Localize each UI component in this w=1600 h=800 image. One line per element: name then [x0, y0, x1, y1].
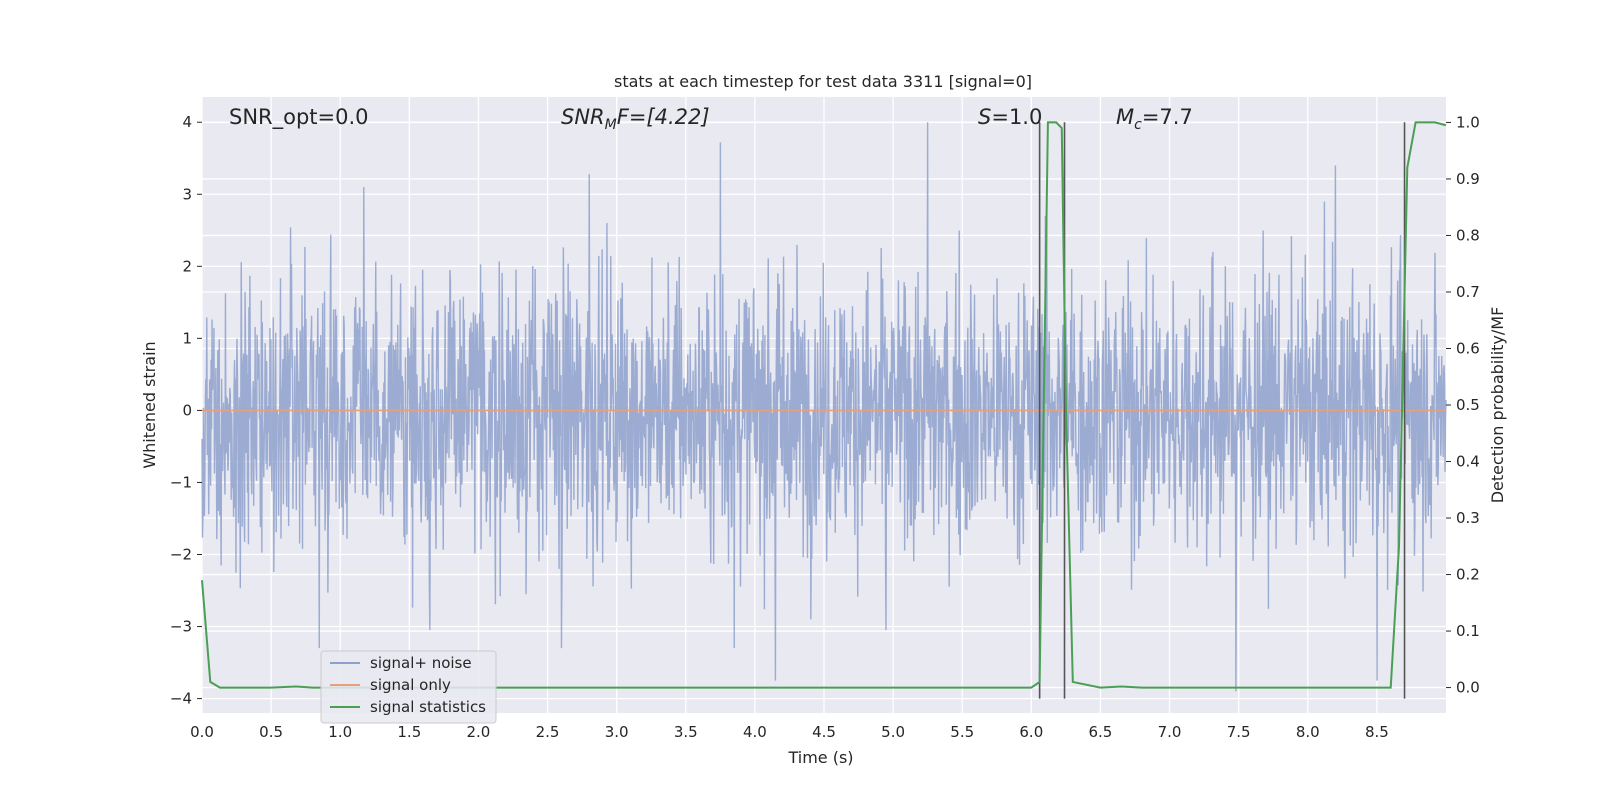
- annotation-mc-sub: c: [1134, 117, 1142, 133]
- x-tick-label: 7.5: [1227, 723, 1251, 741]
- y2-tick-label: 0.2: [1456, 566, 1480, 584]
- y2-tick-label: 0.5: [1456, 396, 1480, 414]
- x-tick-label: 6.0: [1019, 723, 1043, 741]
- annotation-snr-mf-sub: M: [605, 117, 617, 133]
- legend-label-signal-statistics: signal statistics: [370, 698, 486, 716]
- y2-tick-label: 0.8: [1456, 226, 1480, 244]
- y2-tick-label: 0.9: [1456, 170, 1480, 188]
- y2-tick-label: 0.3: [1456, 509, 1480, 527]
- annotation-mc-main: M: [1116, 105, 1134, 129]
- x-tick-label: 1.5: [397, 723, 421, 741]
- x-tick-label: 5.5: [950, 723, 974, 741]
- legend-label-signal-only: signal only: [370, 676, 451, 694]
- signal-statistics-series: [201, 121, 1447, 689]
- y2-tick-label: 0.1: [1456, 622, 1480, 640]
- y-tick-label: 0: [182, 401, 192, 419]
- annotation-s: S=1.0: [978, 105, 1042, 129]
- x-tick-label: 5.0: [881, 723, 905, 741]
- y2-axis-label: Detection probability/MF: [1488, 307, 1507, 504]
- x-tick-label: 3.0: [605, 723, 629, 741]
- x-tick-label: 8.0: [1296, 723, 1320, 741]
- legend-label-signal-noise: signal+ noise: [370, 654, 472, 672]
- x-tick-label: 0.5: [259, 723, 283, 741]
- x-tick-label: 8.5: [1365, 723, 1389, 741]
- annotation-snr-mf-rest: F=[4.22]: [617, 105, 710, 129]
- x-tick-label: 0.0: [190, 723, 214, 741]
- x-tick-label: 6.5: [1089, 723, 1113, 741]
- y2-tick-label: 0.7: [1456, 283, 1480, 301]
- annotation-mc-value: =7.7: [1142, 105, 1193, 129]
- y2-tick-label: 0.6: [1456, 339, 1480, 357]
- x-tick-label: 2.5: [536, 723, 560, 741]
- y-tick-label: −4: [170, 690, 192, 708]
- x-tick-label: 1.0: [328, 723, 352, 741]
- y2-tick-label: 1.0: [1456, 113, 1480, 131]
- y-tick-label: −2: [170, 545, 192, 563]
- x-axis-label: Time (s): [787, 748, 853, 767]
- y-axis-label: Whitened strain: [140, 341, 159, 468]
- x-tick-label: 7.0: [1158, 723, 1182, 741]
- y-tick-label: 2: [182, 257, 192, 275]
- legend: signal+ noise signal only signal statist…: [320, 650, 497, 724]
- annotation-snr-opt: SNR_opt=0.0: [229, 105, 369, 130]
- annotation-s-value: =1.0: [991, 105, 1042, 129]
- legend-box: [320, 650, 497, 724]
- chart-title: stats at each timestep for test data 331…: [614, 72, 1032, 91]
- x-tick-label: 3.5: [674, 723, 698, 741]
- y-tick-label: 1: [182, 329, 192, 347]
- y-tick-label: 3: [182, 185, 192, 203]
- x-tick-label: 2.0: [467, 723, 491, 741]
- y-tick-label: −1: [170, 473, 192, 491]
- y-tick-label: 4: [182, 113, 192, 131]
- y2-tick-label: 0.0: [1456, 679, 1480, 697]
- x-tick-label: 4.0: [743, 723, 767, 741]
- annotation-snr-mf-main: SNR: [561, 105, 605, 129]
- tick-labels: 0.0 0.5 1.0 1.5 2.0 2.5 3.0 3.5 4.0 4.5 5.0 5.5 6.0 6…: [170, 113, 1480, 741]
- vertical-markers: [1038, 122, 1406, 699]
- y-tick-label: −3: [170, 618, 192, 636]
- annotation-s-label: S: [978, 105, 991, 129]
- y2-tick-label: 0.4: [1456, 453, 1480, 471]
- annotation-snr-mf: SNRMF=[4.22]: [561, 105, 710, 133]
- annotation-mc: Mc=7.7: [1116, 105, 1193, 133]
- x-tick-label: 4.5: [812, 723, 836, 741]
- signal-statistics-line: [201, 121, 1447, 689]
